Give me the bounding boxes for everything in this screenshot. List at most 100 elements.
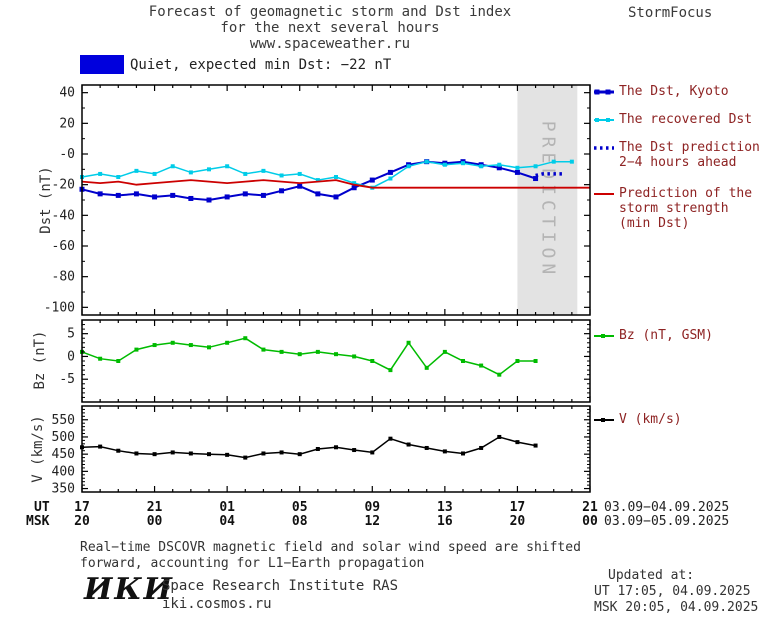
series-marker	[370, 450, 375, 455]
series-marker	[261, 347, 266, 352]
dst-prediction-dotted-line-icon	[594, 142, 614, 154]
bz-axis-label: Bz (nT)	[32, 330, 48, 390]
series-marker	[442, 349, 447, 354]
series-marker	[424, 445, 429, 450]
series-marker	[388, 436, 393, 441]
series-marker	[388, 368, 393, 373]
legend-dst-kyoto: The Dst, Kyoto	[594, 84, 729, 99]
series-marker	[497, 372, 502, 377]
series-marker	[352, 354, 357, 359]
series-marker	[551, 159, 556, 164]
legend-recovered-dst: The recovered Dst	[594, 112, 752, 127]
series-marker	[461, 161, 465, 166]
series-marker	[569, 159, 574, 164]
series-marker	[242, 191, 248, 197]
series-marker	[514, 169, 520, 175]
updated-at-msk: MSK 20:05, 04.09.2025	[594, 600, 759, 615]
series-marker	[352, 181, 357, 186]
series-marker	[152, 171, 157, 176]
series-marker	[461, 451, 465, 456]
legend-label-speed: V (km/s)	[619, 412, 682, 427]
msk-tick-label: 12	[364, 514, 381, 529]
ut-axis-row: UT 03.09−04.09.2025 17 21 01 05 09 13 17 21	[0, 500, 760, 515]
series-marker	[479, 363, 484, 368]
ut-tick-label: 09	[364, 500, 381, 515]
ut-tick-label: 13	[437, 500, 453, 515]
series-marker	[515, 165, 520, 170]
msk-tick-label: 20	[74, 514, 90, 529]
series-marker	[479, 164, 484, 169]
msk-axis-row: MSK 03.09−05.09.2025 20 00 04 08 12 16 20 00	[0, 514, 760, 529]
dst-axis-label: Dst (nT)	[38, 166, 54, 234]
y-tick-label: 40	[59, 86, 75, 101]
y-tick-label: -20	[52, 178, 75, 193]
series-line	[81, 160, 536, 202]
y-tick-label: 350	[52, 482, 75, 496]
series-marker	[424, 159, 429, 164]
series-marker	[334, 175, 338, 179]
series-marker	[533, 176, 539, 182]
ut-tick-label: 01	[219, 500, 235, 515]
msk-axis-title: MSK	[26, 514, 50, 529]
status-text: Quiet, expected min Dst: −22 nT	[130, 57, 392, 73]
series-line	[81, 179, 590, 189]
dst-chart-panel: PREDICTION 40 20 -0 -20 -40 -60 -80 -100	[44, 84, 591, 316]
series-marker	[115, 192, 121, 198]
propagation-note-line1: Real−time DSCOVR magnetic field and sola…	[80, 540, 581, 555]
series-marker	[116, 448, 121, 453]
updated-at-label: Updated at:	[608, 568, 695, 583]
series-marker	[207, 167, 211, 172]
series-marker	[206, 197, 212, 203]
speed-axis-label: V (km/s)	[30, 415, 46, 483]
y-tick-label: 5	[67, 327, 75, 342]
series-marker	[369, 177, 375, 183]
series-marker	[533, 359, 538, 363]
y-tick-label: 0	[67, 349, 75, 364]
series-marker	[243, 336, 248, 341]
series-marker	[98, 171, 103, 176]
y-tick-label: -40	[52, 208, 75, 223]
legend-prediction-line2: 2−4 hours ahead	[619, 155, 737, 170]
prediction-band-label: PREDICTION	[537, 121, 558, 279]
legend-prediction-line1: The Dst prediction	[619, 140, 760, 155]
ut-tick-label: 17	[509, 500, 526, 515]
series-marker	[497, 162, 502, 167]
series-line	[81, 436, 536, 459]
legend-speed: V (km/s)	[594, 412, 682, 427]
msk-tick-label: 20	[509, 514, 526, 529]
series-marker	[515, 359, 520, 363]
series-marker	[225, 164, 230, 169]
y-tick-label: -80	[52, 270, 75, 285]
series-marker	[98, 444, 103, 449]
msk-tick-label: 16	[437, 514, 453, 529]
bz-chart-panel: 5 0 -5	[59, 319, 591, 403]
dst-kyoto-line-icon	[594, 86, 614, 98]
series-marker	[97, 191, 103, 197]
series-marker	[333, 194, 339, 200]
series-marker	[170, 340, 175, 345]
series-marker	[297, 352, 302, 357]
series-marker	[297, 183, 303, 189]
series-marker	[243, 455, 248, 460]
series-marker	[261, 168, 266, 173]
series-marker	[496, 165, 502, 171]
series-marker	[207, 452, 211, 457]
series-marker	[497, 434, 502, 439]
series-marker	[260, 192, 266, 198]
legend-label-bz: Bz (nT, GSM)	[619, 328, 713, 343]
y-tick-label: -5	[59, 372, 75, 387]
series-marker	[334, 445, 338, 450]
ut-date-range: 03.09−04.09.2025	[604, 500, 730, 515]
series-marker	[188, 170, 193, 175]
series-marker	[224, 194, 230, 200]
activity-level-swatch	[80, 55, 124, 74]
y-tick-label: -0	[59, 147, 75, 162]
legend-storm-line2: storm strength	[619, 201, 729, 216]
recovered-dst-line-icon	[594, 114, 614, 126]
series-marker	[225, 340, 230, 345]
y-tick-label: 500	[52, 430, 75, 445]
msk-tick-label: 00	[146, 514, 163, 529]
brand-stormfocus: StormFocus	[628, 5, 713, 21]
series-marker	[279, 450, 284, 455]
